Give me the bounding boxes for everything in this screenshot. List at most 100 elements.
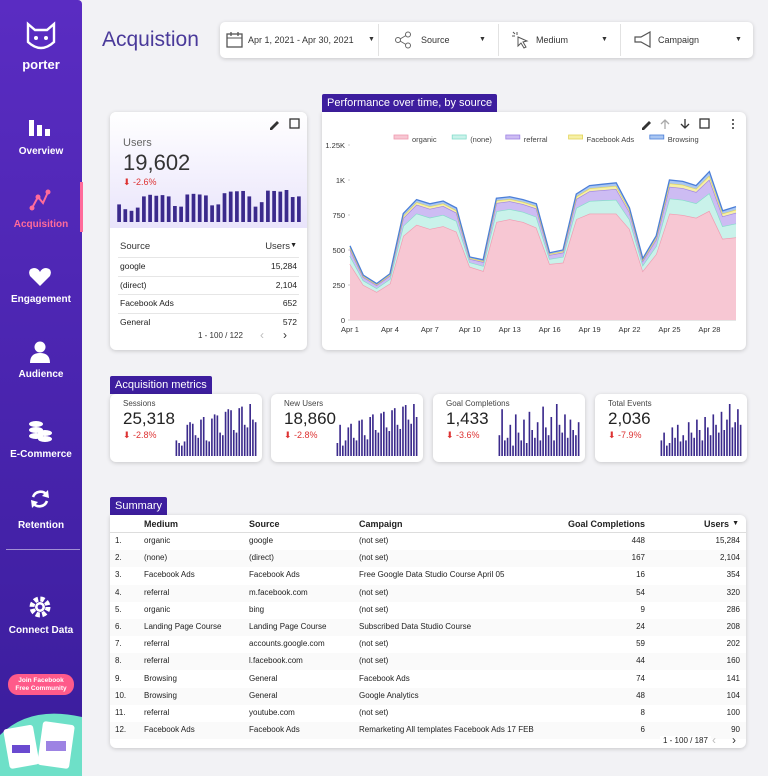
spark-bar — [525, 443, 528, 456]
separator — [378, 24, 379, 56]
spark-bar — [739, 424, 742, 456]
nav-item[interactable]: Retention — [17, 520, 65, 531]
engagement-icon — [29, 268, 51, 286]
metric-change: ⬇ -7.9% — [608, 430, 642, 441]
spark-bar — [175, 440, 178, 456]
cell: 2,104 — [275, 279, 297, 290]
metric-change: ⬇ -2.6% — [123, 177, 157, 188]
spark-bar — [715, 424, 717, 456]
change-text: -7.9% — [618, 430, 642, 440]
cell: (direct) — [249, 553, 274, 563]
cell: 448 — [631, 536, 645, 545]
spark-bar — [668, 443, 671, 456]
spark-bar — [407, 419, 410, 456]
nav-item[interactable]: Overview — [18, 146, 64, 157]
cell: 104 — [726, 690, 740, 700]
cell: Landing Page Course — [144, 622, 222, 631]
cell: 354 — [726, 570, 740, 580]
spark-bar — [545, 427, 547, 456]
cell: Facebook Ads — [359, 673, 410, 683]
spark-bar — [566, 437, 569, 456]
spark-bar — [539, 440, 542, 456]
spark-bar — [355, 440, 358, 456]
next-page[interactable]: › — [283, 328, 287, 342]
spark-bar — [682, 435, 685, 456]
spark-bar — [564, 414, 566, 456]
spark-bar — [687, 422, 690, 456]
nav-item[interactable]: E-Commerce — [10, 449, 72, 460]
cell: 320 — [726, 587, 740, 597]
spark-bar — [674, 437, 676, 456]
separator — [620, 24, 621, 56]
community-button[interactable]: Join Facebook Free Community — [8, 674, 74, 695]
spark-bar — [352, 437, 355, 456]
next-page[interactable]: › — [732, 733, 736, 747]
row-stripe — [110, 687, 746, 705]
active-indicator — [80, 182, 83, 232]
spark-bar — [216, 204, 221, 222]
users-table: google 15,284 (direct) 2,104 Facebook Ads 652… — [110, 112, 307, 350]
spark-bar — [372, 414, 374, 456]
cell: google — [120, 261, 146, 271]
date-filter[interactable]: Apr 1, 2021 - Apr 30, 2021 ▼ — [226, 22, 376, 58]
spark-bar — [726, 419, 728, 456]
spark-bar — [173, 206, 177, 222]
spark-bar — [553, 440, 555, 456]
nav-item[interactable]: Connect Data — [8, 625, 74, 636]
row-stripe — [110, 653, 746, 671]
row-divider — [118, 312, 299, 314]
campaign-filter[interactable]: Campaign ▼ — [633, 22, 745, 58]
medium-filter[interactable]: Medium ▼ — [512, 22, 612, 58]
sparkline — [660, 404, 742, 456]
metric-card: New Users 18,860 ⬇ -2.8% — [271, 394, 423, 462]
cell: General — [120, 316, 151, 327]
spark-bar — [685, 440, 687, 456]
cell: Facebook Ads — [249, 725, 300, 735]
prev-page[interactable]: ‹ — [712, 733, 716, 747]
x-tick-label: Apr 4 — [381, 325, 399, 334]
acquisition-icon — [29, 189, 51, 211]
spark-bar — [358, 420, 361, 456]
cell: 8. — [115, 656, 122, 666]
cell: referral — [144, 639, 170, 649]
retention-icon — [31, 490, 49, 508]
row-stripe — [110, 550, 746, 568]
spark-bar — [402, 406, 404, 456]
source-filter[interactable]: Source ▼ — [394, 22, 494, 58]
spark-bar — [290, 197, 295, 222]
column-header[interactable]: Users — [265, 241, 290, 252]
cell: google — [249, 536, 274, 545]
spark-bar — [210, 205, 214, 222]
cell: referral — [144, 656, 170, 666]
cell: 100 — [726, 708, 740, 717]
cell: 572 — [282, 316, 297, 327]
spark-bar — [339, 424, 341, 456]
cell: 24 — [636, 622, 645, 631]
megaphone-icon — [634, 31, 651, 49]
spark-bar — [679, 441, 682, 456]
sort-arrow: ▼ — [732, 520, 739, 527]
prev-page[interactable]: ‹ — [260, 328, 264, 342]
nav-item[interactable]: Engagement — [10, 294, 71, 305]
nav-item[interactable]: Audience — [18, 369, 64, 380]
cell: (not set) — [359, 553, 389, 563]
spark-bar — [666, 445, 668, 456]
spark-bar — [690, 432, 693, 456]
metric-value: 1,433 — [446, 409, 489, 428]
area-line — [349, 170, 737, 285]
spark-bar — [737, 409, 739, 456]
dropdown-arrow: ▼ — [601, 36, 608, 43]
metric-label: Sessions — [123, 399, 156, 408]
metric-card: Goal Completions 1,433 ⬇ -3.6% — [433, 394, 585, 462]
spark-bar — [728, 404, 731, 456]
cell: 12. — [115, 725, 127, 735]
cell: 202 — [726, 639, 740, 649]
nav-item-active[interactable]: Acquisition — [13, 219, 69, 230]
separator — [498, 24, 499, 56]
spark-bar — [404, 405, 407, 456]
spark-bar — [222, 193, 227, 222]
spark-bar — [232, 430, 235, 456]
column-header: Users — [703, 519, 729, 529]
spark-bar — [238, 408, 241, 456]
x-tick-label: Apr 1 — [341, 325, 359, 334]
